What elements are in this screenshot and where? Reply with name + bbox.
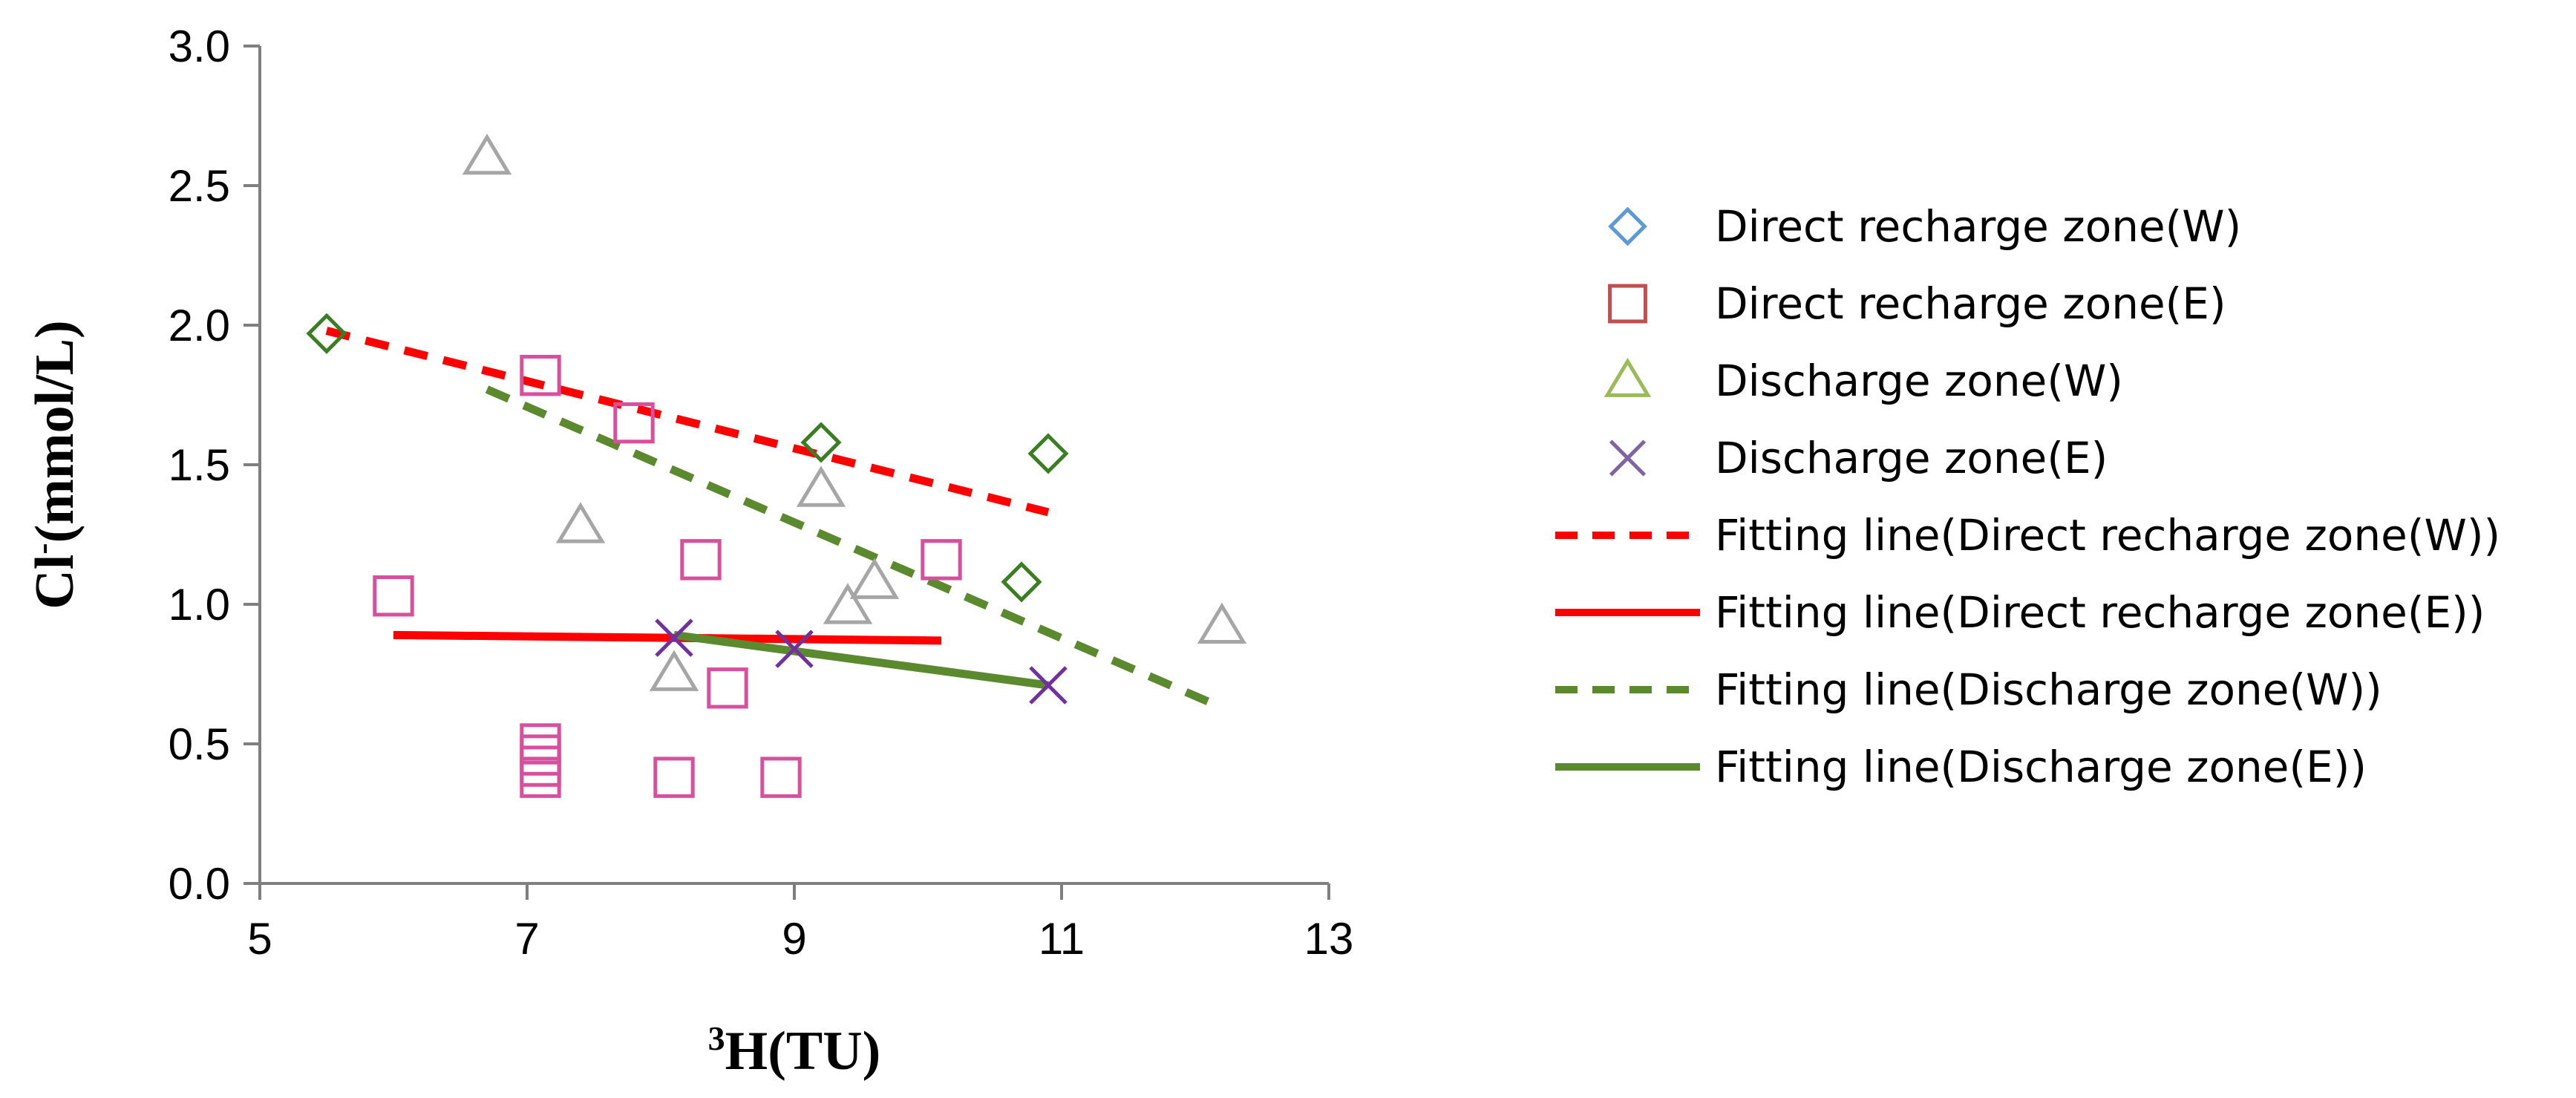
legend-marker-swatch	[1604, 357, 1652, 397]
data-points	[306, 133, 1247, 798]
data-point-square-1	[520, 354, 561, 396]
x-tick-label: 5	[247, 914, 272, 964]
x-tick-label: 7	[514, 914, 539, 964]
data-point-square-5	[707, 667, 748, 709]
legend-marker-swatch	[1608, 206, 1647, 246]
data-point-triangle-3	[823, 583, 873, 624]
legend-label: Fitting line(Direct recharge zone(W))	[1715, 510, 2500, 561]
data-point-square-4	[921, 539, 962, 581]
data-point-triangle-6	[1197, 602, 1247, 644]
legend-label: Fitting line(Direct recharge zone(E))	[1715, 587, 2485, 638]
fit-line-4	[325, 327, 1050, 517]
legend-marker-swatch	[1609, 439, 1647, 477]
fit-line-7	[673, 630, 1049, 690]
x-axis-title: 3H(TU)	[708, 1019, 881, 1082]
legend-label: Fitting line(Discharge zone(W))	[1715, 664, 2382, 715]
legend: Direct recharge zone(W) Direct recharge z…	[1555, 201, 2500, 792]
x-tick-label: 11	[1039, 914, 1085, 964]
data-point-diamond-1	[800, 422, 842, 463]
data-point-x-1	[775, 630, 814, 668]
data-point-diamond-3	[1001, 561, 1042, 603]
data-point-triangle-5	[649, 650, 699, 691]
data-point-triangle-2	[796, 465, 846, 507]
legend-label: Discharge zone(W)	[1715, 356, 2123, 406]
data-point-square-3	[680, 539, 722, 581]
y-axis-title-base: Cl	[24, 555, 85, 610]
data-point-triangle-0	[462, 133, 512, 175]
x-axis-title-text: H(TU)	[725, 1021, 881, 1082]
legend-label: Discharge zone(E)	[1715, 433, 2108, 483]
data-point-square-2	[613, 402, 655, 444]
fit-line-6	[485, 385, 1224, 712]
y-axis-title-text: (mmol/L)	[24, 320, 85, 543]
x-tick-label: 13	[1304, 914, 1354, 964]
data-point-diamond-0	[306, 313, 347, 354]
data-point-square-0	[373, 575, 414, 617]
y-tick-label: 3.0	[169, 22, 230, 71]
y-tick-label: 1.5	[169, 440, 230, 490]
data-point-triangle-1	[555, 502, 606, 543]
y-tick-label: 2.5	[169, 161, 230, 211]
legend-label: Direct recharge zone(E)	[1715, 278, 2226, 329]
fit-lines	[325, 327, 1224, 712]
axis-labels: 3H(TU) Cl-(mmol/L)	[23, 320, 880, 1082]
fit-line-5	[393, 630, 942, 645]
x-tick-label: 9	[782, 914, 806, 964]
data-point-x-2	[1029, 666, 1068, 705]
y-tick-label: 1.0	[169, 580, 230, 630]
data-point-square-11	[760, 756, 802, 798]
y-tick-label: 0.5	[169, 719, 230, 769]
data-point-square-7	[520, 734, 561, 776]
data-point-triangle-4	[849, 558, 900, 599]
data-point-diamond-2	[1027, 433, 1069, 474]
plot-axes: 0.0 0.5 1.0 1.5 2.0 2.5 3.0 5 7 9 11 13	[169, 22, 1354, 964]
y-tick-label: 2.0	[169, 301, 230, 350]
data-point-square-9	[520, 756, 561, 798]
legend-label: Fitting line(Discharge zone(E))	[1715, 742, 2367, 792]
x-axis-title-superscript: 3	[708, 1019, 725, 1057]
legend-marker-swatch	[1608, 284, 1647, 324]
legend-label: Direct recharge zone(W)	[1715, 201, 2241, 252]
y-axis-title-superscript: -	[23, 543, 61, 554]
data-point-x-0	[655, 618, 693, 657]
y-tick-label: 0.0	[169, 859, 230, 909]
y-axis-title: Cl-(mmol/L)	[23, 320, 85, 609]
data-point-square-8	[520, 745, 561, 787]
data-point-square-10	[653, 756, 695, 798]
